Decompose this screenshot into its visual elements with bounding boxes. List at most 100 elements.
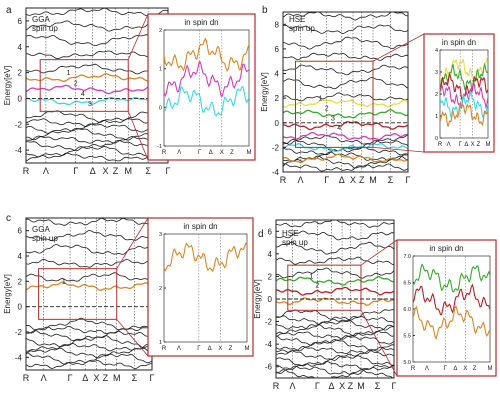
- k-point-label: Γ: [166, 166, 171, 176]
- y-tick-label: -2: [272, 143, 280, 152]
- panel-frame: [282, 11, 409, 173]
- band-lines: [276, 220, 394, 378]
- callout-line: [116, 319, 149, 357]
- y-tick-label: -6: [265, 363, 273, 372]
- inset-y-tick-label: 0: [159, 105, 162, 111]
- colored-band-line: [283, 109, 408, 119]
- inset-k-label: Δ: [464, 142, 468, 148]
- inset-k-label: M: [488, 366, 493, 372]
- black-band-line: [283, 76, 408, 90]
- y-tick-label: 4: [18, 252, 23, 261]
- inset-band-lines: [164, 242, 247, 273]
- y-tick-label: -4: [265, 340, 273, 349]
- inset-k-label: X: [471, 142, 475, 148]
- inset-band-line: [440, 102, 488, 127]
- black-band-line: [26, 325, 152, 334]
- k-point-label: Z: [113, 166, 119, 176]
- black-band-line: [276, 369, 394, 378]
- black-band-line: [283, 24, 408, 34]
- inset-band-line: [440, 81, 488, 110]
- black-band-line: [276, 365, 394, 375]
- k-point-label: Γ: [68, 373, 73, 383]
- k-point-label: Γ: [406, 175, 411, 185]
- inset-band-lines: [413, 263, 490, 340]
- inset-y-tick-label: 1: [159, 67, 162, 73]
- inset-y-tick-label: 6.5: [403, 281, 411, 287]
- inset-spin-dn: in spin dn 2 1 0 -1R Λ Γ Δ X Z M: [147, 13, 256, 161]
- black-band-line: [26, 258, 152, 268]
- k-point-label: R: [23, 373, 30, 383]
- black-band-line: [26, 127, 168, 141]
- inset-frame: [147, 13, 256, 161]
- y-tick-label: -2: [15, 328, 23, 337]
- black-band-line: [26, 135, 168, 144]
- black-band-line: [26, 317, 152, 331]
- black-band-line: [26, 146, 168, 158]
- black-band-line: [283, 146, 408, 156]
- black-band-line: [26, 34, 168, 47]
- inset-y-tick-label: 1: [159, 340, 162, 346]
- inset-y-tick-label: 5.0: [403, 360, 411, 366]
- black-band-line: [283, 36, 408, 50]
- k-point-label: X: [94, 373, 100, 383]
- inset-y-tick-label: 7.0: [403, 254, 411, 260]
- y-tick-label: -4: [15, 146, 23, 155]
- inset-k-label: X: [218, 346, 222, 352]
- y-tick-label: 6: [275, 45, 280, 54]
- k-point-label: X: [350, 175, 356, 185]
- inset-title: in spin dn: [442, 38, 476, 47]
- inset-k-label: Z: [229, 346, 233, 352]
- black-band-line: [283, 12, 408, 21]
- callout-line: [372, 146, 425, 153]
- black-band-line: [26, 8, 168, 17]
- black-band-line: [283, 52, 408, 61]
- y-tick-label: 4: [18, 43, 23, 52]
- method-label: GGA: [32, 225, 50, 234]
- black-band-line: [276, 309, 394, 321]
- black-band-line: [276, 330, 394, 340]
- k-point-label: Γ: [315, 381, 320, 391]
- inset-spin-dn: in spin dn 7.0 6.5 6.0 5.5 5.0R Λ Γ Δ X Z M: [396, 239, 497, 377]
- band-number-marker: 1: [319, 96, 323, 103]
- inset-k-label: Γ: [198, 150, 202, 156]
- band-lines: [26, 218, 152, 370]
- black-band-line: [276, 345, 394, 354]
- zoom-box: [39, 59, 129, 112]
- spin-label: spin up: [32, 234, 58, 243]
- black-band-line: [276, 267, 394, 279]
- y-tick-label: 0: [18, 303, 23, 312]
- callout-line: [360, 239, 398, 266]
- black-band-line: [26, 20, 168, 32]
- inset-y-tick-label: 2: [159, 28, 162, 34]
- y-tick-label: 8: [275, 20, 280, 29]
- panel-letter: d: [258, 229, 264, 240]
- colored-band-line: [276, 297, 394, 306]
- inset-k-label: Λ: [177, 346, 181, 352]
- inset-frame: [396, 239, 497, 377]
- spin-label: spin up: [282, 238, 308, 247]
- k-point-label: Γ: [324, 175, 329, 185]
- colored-band-line: [26, 84, 168, 95]
- colored-band-line: [26, 96, 168, 106]
- inset-k-label: R: [162, 150, 167, 156]
- k-point-label: Z: [348, 381, 354, 391]
- black-band-line: [276, 335, 394, 346]
- black-band-line: [26, 335, 152, 349]
- k-point-label: R: [273, 381, 280, 391]
- colored-band-line: [276, 275, 394, 286]
- y-tick-label: 6: [268, 227, 273, 236]
- inset-y-tick-label: 3: [435, 70, 438, 76]
- y-tick-label: 6: [18, 17, 23, 26]
- black-band-line: [283, 92, 408, 102]
- black-band-line: [26, 230, 152, 242]
- k-point-label: M: [113, 373, 121, 383]
- band-number-marker: 3: [331, 115, 335, 122]
- band-number-marker: 2: [325, 105, 329, 112]
- y-tick-label: 0: [268, 295, 273, 304]
- spin-label: spin up: [32, 24, 58, 33]
- inset-k-label: Z: [477, 142, 481, 148]
- inset-k-label: X: [220, 150, 224, 156]
- zoom-box: [287, 264, 362, 311]
